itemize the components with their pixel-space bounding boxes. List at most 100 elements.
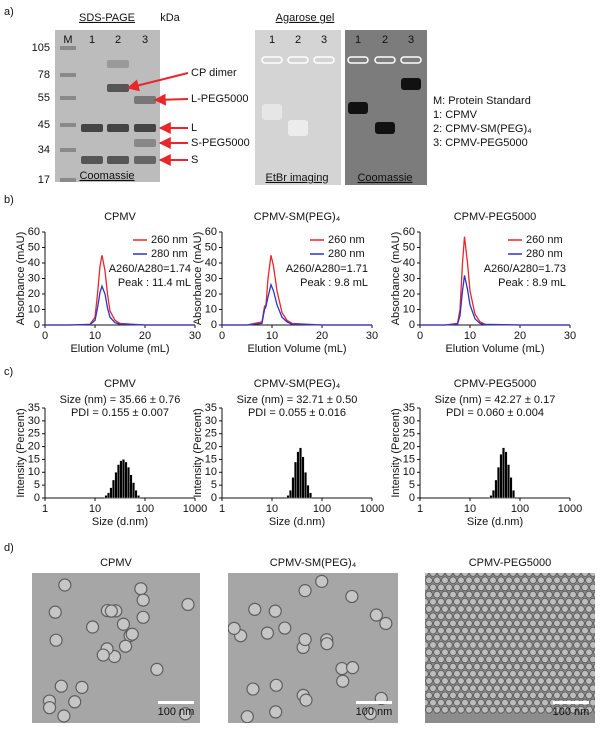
particle <box>363 706 377 721</box>
gel-band <box>107 124 129 132</box>
particle <box>269 705 283 719</box>
particle <box>246 682 260 696</box>
particle <box>557 655 565 664</box>
annotation: A260/A280=1.71 <box>286 263 368 275</box>
particle <box>457 576 465 584</box>
particle <box>298 584 312 598</box>
particle <box>425 619 433 628</box>
histogram-bar <box>497 466 500 499</box>
particle <box>445 684 453 692</box>
particle <box>493 655 501 664</box>
particle <box>433 662 441 671</box>
particle <box>481 662 489 671</box>
particle <box>54 679 68 693</box>
particle <box>593 663 595 670</box>
particle <box>509 655 517 664</box>
particle <box>429 641 437 649</box>
particle <box>553 576 561 584</box>
legend-entry: M: Protein Standard <box>433 95 531 107</box>
chart-title: CPMV-PEG5000 <box>454 211 537 223</box>
particle <box>299 693 313 707</box>
y-axis-label: Absorbance (mAU) <box>390 232 402 326</box>
histogram-bar <box>492 490 495 499</box>
particle <box>433 605 441 613</box>
y-tick-label: 25 <box>403 428 415 440</box>
particle <box>134 582 148 596</box>
particle <box>473 662 481 671</box>
particle <box>525 612 533 620</box>
x-tick-label: 10 <box>464 503 476 515</box>
particle <box>521 619 529 628</box>
gel-band <box>81 156 103 164</box>
x-tick-label: 30 <box>189 330 201 342</box>
particle <box>477 684 485 692</box>
particle <box>525 698 533 707</box>
particle <box>525 684 533 692</box>
chart-title: CPMV-PEG5000 <box>454 378 537 390</box>
histogram-bar <box>494 479 498 499</box>
particle <box>449 691 457 700</box>
particle <box>517 641 525 649</box>
particle <box>585 633 593 642</box>
annotation: Size (nm) = 42.27 ± 0.17 <box>435 394 556 406</box>
particle <box>48 605 62 619</box>
y-tick-label: 15 <box>28 453 40 465</box>
gel-well <box>374 56 396 64</box>
particle <box>521 648 529 656</box>
particle <box>449 648 457 656</box>
particle <box>477 641 485 649</box>
y-tick-label: 20 <box>403 440 415 452</box>
particle <box>441 619 449 628</box>
particle <box>477 597 485 606</box>
particle <box>425 684 429 692</box>
particle <box>489 705 497 714</box>
lane-label: 1 <box>355 34 361 46</box>
particle <box>497 662 505 671</box>
particle <box>565 583 573 592</box>
particle <box>116 617 131 631</box>
particle <box>425 670 429 678</box>
particle <box>445 655 453 664</box>
x-tick-label: 1 <box>417 503 423 515</box>
legend-label: 260 nm <box>526 234 563 246</box>
particle <box>473 576 481 584</box>
y-tick-label: 25 <box>28 428 40 440</box>
gel-band <box>81 124 103 132</box>
particle <box>505 677 513 685</box>
x-tick-label: 10 <box>89 503 101 515</box>
particle <box>585 605 593 613</box>
particle <box>461 626 469 635</box>
particle <box>485 597 493 606</box>
lane-label: 1 <box>269 34 275 46</box>
y-tick-label: 35 <box>205 402 217 414</box>
particle <box>433 705 441 714</box>
tem-image <box>228 573 398 723</box>
particle <box>557 684 565 692</box>
x-tick-label: 0 <box>417 330 423 342</box>
particle <box>593 591 595 598</box>
histogram-bar <box>124 461 128 499</box>
particle <box>178 707 192 721</box>
gel-band <box>107 60 129 68</box>
particle <box>441 576 449 584</box>
particle <box>497 633 505 642</box>
particle <box>517 597 525 606</box>
particle <box>585 619 593 628</box>
particle <box>441 705 449 714</box>
particle <box>457 705 465 714</box>
particle <box>125 627 139 641</box>
particle <box>593 576 595 584</box>
particle <box>501 655 509 664</box>
legend-entry: 3: CPMV-PEG5000 <box>433 137 528 149</box>
particle <box>577 633 585 642</box>
y-tick-label: 30 <box>403 272 415 284</box>
legend-label: 280 nm <box>526 248 563 260</box>
particle <box>561 691 569 700</box>
x-tick-label: 1 <box>42 503 48 515</box>
particles <box>228 574 393 723</box>
particle <box>565 641 573 649</box>
gel-band <box>348 102 368 114</box>
particle <box>104 604 118 618</box>
gel-band <box>262 104 282 120</box>
particle <box>549 669 557 678</box>
